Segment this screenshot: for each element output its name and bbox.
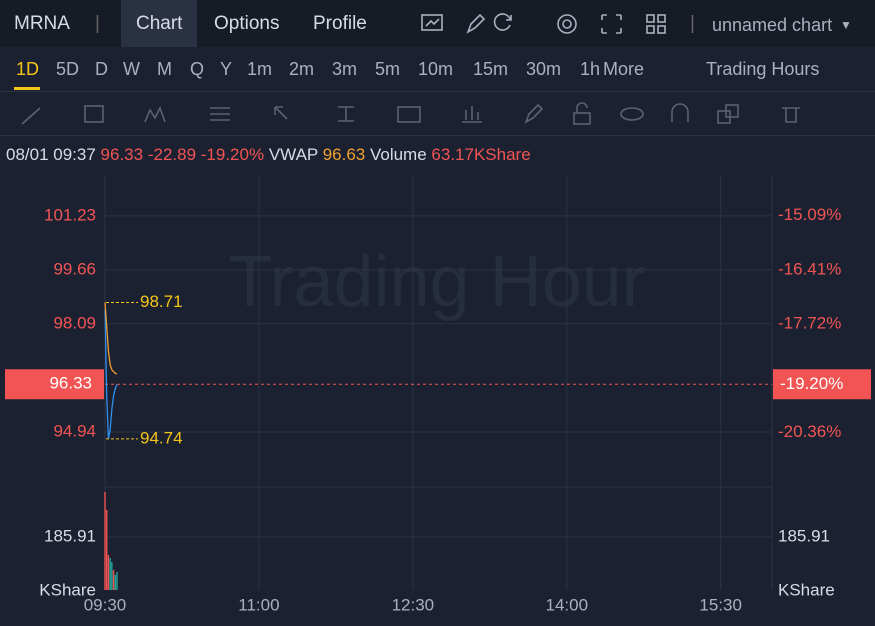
volume-bar — [106, 509, 108, 590]
period[interactable]: 10m — [418, 59, 454, 79]
current-change: -19.20% — [780, 374, 843, 393]
period[interactable]: Y — [220, 59, 233, 79]
volume-bar — [112, 570, 115, 590]
volume-bar — [111, 562, 113, 590]
period[interactable]: W — [123, 59, 140, 79]
chart-name[interactable]: unnamed chart — [712, 15, 833, 35]
tab[interactable]: Profile — [313, 13, 367, 34]
period[interactable]: 5D — [56, 59, 80, 79]
period-bar: 1D 5D D W M Q Y 1m 2m 3m 5m 10m 15m 30m 1h More Trading … — [0, 47, 875, 92]
low-label: 94.74 — [140, 428, 183, 447]
volume-bar — [104, 491, 106, 590]
high-label: 98.71 — [140, 292, 183, 311]
period[interactable]: 15m — [473, 59, 509, 79]
price-tag — [5, 369, 104, 400]
tool-icons[interactable] — [0, 92, 875, 135]
more[interactable]: More — [603, 59, 645, 79]
price: 96.33 — [100, 145, 144, 164]
y-tick-label: 185.91 — [44, 526, 96, 545]
y2-tick-label: -20.36% — [778, 422, 841, 441]
x-tick-label: 14:00 — [545, 595, 588, 614]
symbol[interactable]: MRNA — [14, 13, 70, 34]
change: -22.89 — [147, 145, 197, 164]
volume-bar — [109, 558, 111, 590]
price-line — [104, 302, 118, 375]
dropdown-arrow: ▼ — [840, 18, 852, 32]
period[interactable]: 1h — [580, 59, 601, 79]
volume-bar — [116, 571, 118, 590]
price-line — [104, 309, 118, 440]
divider: | — [95, 13, 100, 34]
period[interactable]: 30m — [526, 59, 562, 79]
period[interactable]: 1m — [247, 59, 273, 79]
price-tag — [773, 369, 871, 400]
info-line: 08/01 09:37 96.33 -22.89 -19.20% VWAP 96… — [6, 145, 531, 165]
unit-label: KShare — [778, 580, 835, 599]
y2-tick-label: -17.72% — [778, 313, 841, 332]
x-tick-label: 11:00 — [238, 595, 279, 614]
x-tick-label: 15:30 — [699, 595, 742, 614]
vwap-label: VWAP — [268, 145, 318, 164]
y-tick-label: 101.23 — [44, 205, 96, 224]
drawing-tools — [0, 92, 875, 136]
tab[interactable]: Chart — [121, 0, 198, 47]
vwap: 96.63 — [322, 145, 366, 164]
current-price: 96.33 — [49, 374, 92, 393]
y-tick-label: 185.91 — [778, 526, 830, 545]
x-tick-label: 09:30 — [84, 595, 127, 614]
volume-label: Volume — [369, 145, 427, 164]
unit-label: KShare — [39, 580, 96, 599]
tab[interactable]: Options — [214, 13, 280, 34]
y2-tick-label: -16.41% — [778, 259, 841, 278]
period[interactable]: 1D — [16, 59, 40, 79]
period-underline — [14, 87, 40, 90]
period[interactable]: D — [95, 59, 108, 79]
period[interactable]: 5m — [375, 59, 401, 79]
volume-bar — [114, 574, 116, 590]
session[interactable]: Trading Hours — [706, 59, 820, 79]
y-tick-label: 94.94 — [53, 422, 96, 441]
y-tick-label: 99.66 — [53, 259, 96, 278]
period[interactable]: 2m — [289, 59, 315, 79]
y-tick-label: 98.09 — [53, 313, 96, 332]
change-pct: -19.20% — [200, 145, 265, 164]
volume-bar — [107, 554, 110, 590]
volume: 63.17KShare — [431, 145, 531, 164]
time: 08/01 09:37 — [6, 145, 96, 164]
y2-tick-label: -15.09% — [778, 205, 841, 224]
divider: | — [690, 13, 695, 34]
watermark: Trading Hour — [228, 242, 646, 322]
x-tick-label: 12:30 — [392, 595, 435, 614]
period[interactable]: 3m — [332, 59, 358, 79]
top-bar: MRNA | Chart Options Profile | unnamed c… — [0, 0, 875, 47]
period[interactable]: Q — [190, 59, 205, 79]
period[interactable]: M — [157, 59, 172, 79]
toolbar-icons[interactable] — [418, 12, 678, 38]
